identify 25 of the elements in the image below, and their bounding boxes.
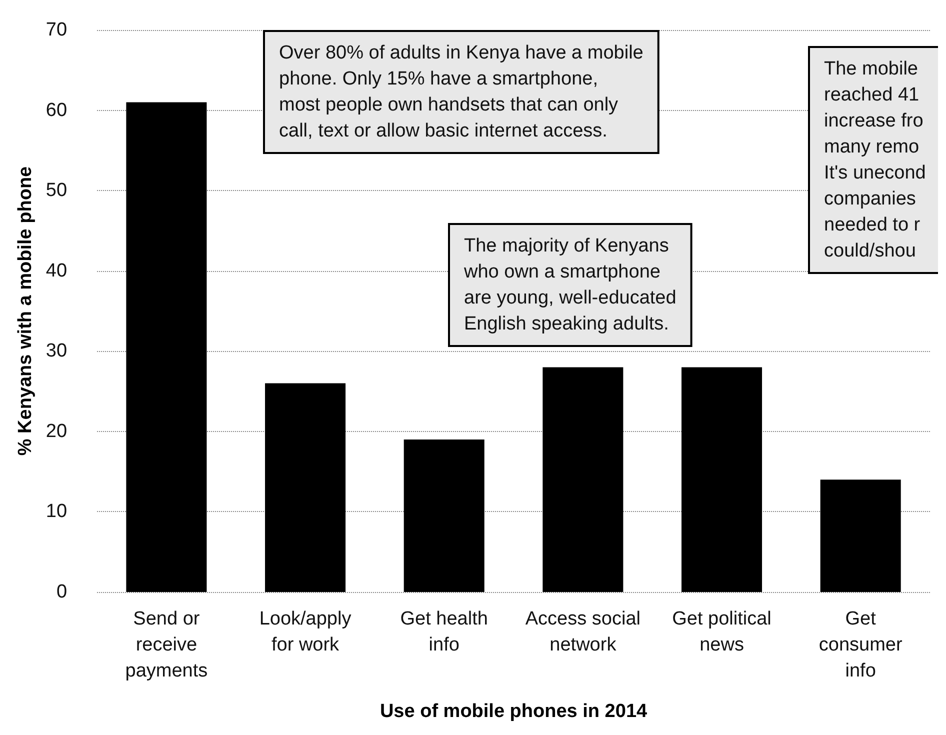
y-tick-label: 20 xyxy=(46,420,68,442)
y-tick-label: 60 xyxy=(46,100,68,121)
x-tick-label: Get health info xyxy=(400,608,488,656)
x-tick-label: Send or receive payments xyxy=(125,608,208,682)
y-tick-label: 50 xyxy=(46,180,68,202)
annotation: The majority of Kenyans who own a smartphone are young, well-educated English speaking adults. xyxy=(463,236,676,334)
bar xyxy=(126,102,207,592)
bar xyxy=(682,367,762,592)
y-tick-label: 40 xyxy=(46,260,68,282)
x-tick-label: Access social network xyxy=(525,608,640,656)
y-tick-label: 0 xyxy=(56,582,68,602)
y-tick-label: 30 xyxy=(46,340,68,362)
bar xyxy=(404,439,484,592)
x-tick-label: Look/apply for work xyxy=(259,608,352,656)
x-tick-label: Get political news xyxy=(672,608,772,656)
y-axis-title: % Kenyans with a mobile phone xyxy=(15,166,36,456)
annotation: The mobile reached 41 increase fro many remo It's unecond companies needed to r could/shou xyxy=(824,58,926,262)
bar xyxy=(265,383,346,592)
annotation: Over 80% of adults in Kenya have a mobile phone. Only 15% have a smartphone, most people own handsets that can only call, text or allow basic internet access. xyxy=(279,42,644,142)
x-tick-label: Get consumer info xyxy=(818,608,903,682)
y-tick-label: 70 xyxy=(46,20,68,40)
bar xyxy=(542,367,624,592)
x-axis-title: Use of mobile phones in 2014 xyxy=(380,701,648,722)
y-tick-label: 10 xyxy=(46,501,68,522)
bar xyxy=(820,480,901,592)
